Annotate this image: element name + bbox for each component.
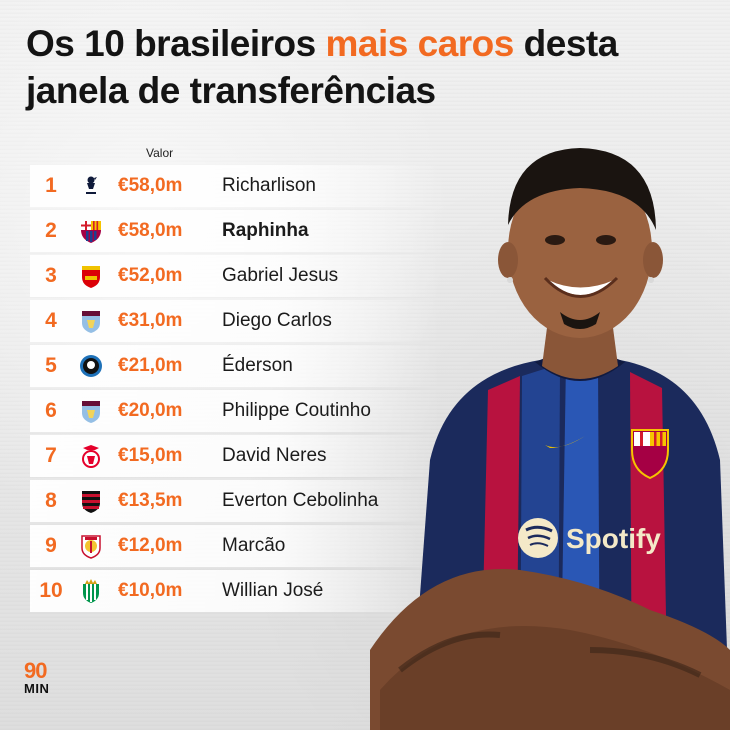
transfer-value: €20,0m xyxy=(118,400,183,421)
list-item: 6 €20,0m Philippe Coutinho xyxy=(30,390,440,432)
player-name: Marcão xyxy=(222,535,286,556)
player-name: Diego Carlos xyxy=(222,310,332,331)
rank-number: 3 xyxy=(45,264,57,287)
list-item: 4 €31,0m Diego Carlos xyxy=(30,300,440,342)
page-title: Os 10 brasileiros mais caros desta janel… xyxy=(26,20,716,114)
title-accent-text: mais caros xyxy=(325,23,515,64)
aston-villa-crest-icon xyxy=(82,311,100,333)
flamengo-crest-icon xyxy=(82,491,100,513)
list-item: 5 €21,0m Éderson xyxy=(30,345,440,387)
rank-number: 8 xyxy=(45,489,57,512)
90min-logo: 90 MIN xyxy=(24,660,64,704)
player-name: Everton Cebolinha xyxy=(222,490,379,511)
ranking-list: 1 €58,0m Richarlison 2 €58,0m Raphinha 3 xyxy=(30,165,440,615)
atalanta-crest-icon xyxy=(80,355,102,377)
tottenham-crest-icon xyxy=(86,176,97,194)
transfer-value: €58,0m xyxy=(118,220,183,241)
benfica-crest-icon xyxy=(82,445,100,468)
player-name: Éderson xyxy=(222,355,293,376)
list-item: 2 €58,0m Raphinha xyxy=(30,210,440,252)
transfer-value: €58,0m xyxy=(118,175,183,196)
sevilla-crest-icon xyxy=(81,535,101,559)
player-photo: Spotify xyxy=(370,148,730,730)
player-name: Gabriel Jesus xyxy=(222,265,339,286)
rank-number: 7 xyxy=(45,444,57,467)
player-name: Philippe Coutinho xyxy=(222,400,371,421)
transfer-value: €52,0m xyxy=(118,265,183,286)
list-item: 8 €13,5m Everton Cebolinha xyxy=(30,480,440,522)
transfer-value: €21,0m xyxy=(118,355,183,376)
rank-number: 9 xyxy=(45,534,57,557)
list-item: 7 €15,0m David Neres xyxy=(30,435,440,477)
aston-villa-crest-icon xyxy=(82,401,100,423)
list-item: 9 €12,0m Marcão xyxy=(30,525,440,567)
player-name: Raphinha xyxy=(222,220,309,241)
shirt-sponsor-text: Spotify xyxy=(566,523,661,554)
logo-number: 90 xyxy=(24,658,47,683)
rank-number: 4 xyxy=(45,309,57,332)
player-name: David Neres xyxy=(222,445,327,466)
rank-number: 2 xyxy=(45,219,57,242)
list-item: 1 €58,0m Richarlison xyxy=(30,165,440,207)
title-text-part2: desta janela de transferências xyxy=(26,23,618,111)
list-item: 10 €10,0m Willian José xyxy=(30,570,440,612)
list-item: 3 €52,0m Gabriel Jesus xyxy=(30,255,440,297)
rank-number: 10 xyxy=(39,579,63,602)
player-name: Richarlison xyxy=(222,175,316,196)
logo-word: MIN xyxy=(24,681,50,696)
transfer-value: €15,0m xyxy=(118,445,183,466)
rank-number: 6 xyxy=(45,399,57,422)
barcelona-crest-icon xyxy=(81,221,101,243)
title-text-part1: Os 10 brasileiros xyxy=(26,23,326,64)
transfer-value: €13,5m xyxy=(118,490,183,511)
rank-number: 1 xyxy=(45,174,57,197)
player-name: Willian José xyxy=(222,580,324,601)
real-betis-crest-icon xyxy=(83,579,99,603)
transfer-value: €31,0m xyxy=(118,310,183,331)
rank-number: 5 xyxy=(45,354,57,377)
transfer-value: €10,0m xyxy=(118,580,183,601)
arsenal-crest-icon xyxy=(82,266,100,288)
value-column-header: Valor xyxy=(146,146,174,160)
transfer-value: €12,0m xyxy=(118,535,183,556)
